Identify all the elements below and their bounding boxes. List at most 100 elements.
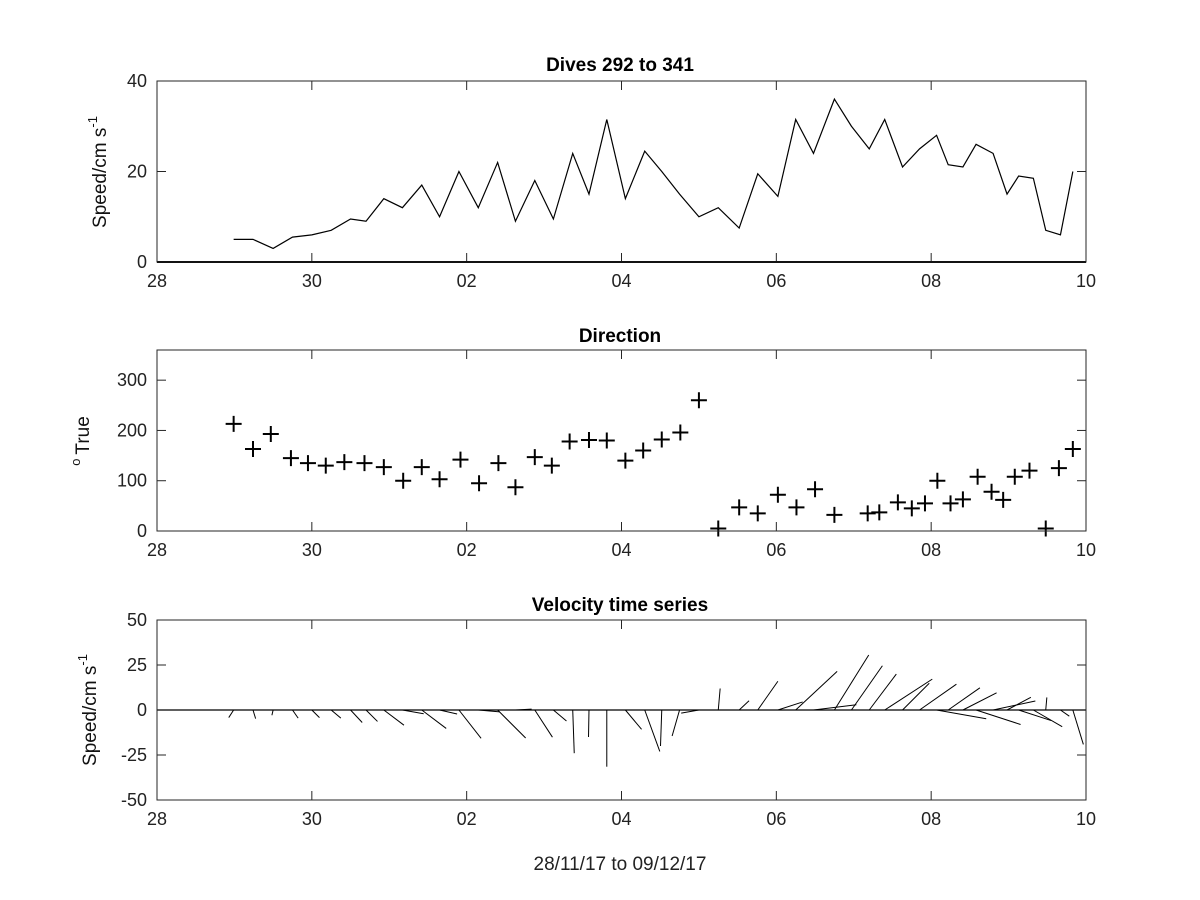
y-tick-label: 20 [127, 162, 147, 182]
velocity-stick [383, 709, 405, 726]
velocity-stick [421, 709, 447, 729]
direction-point [526, 449, 543, 466]
x-tick-label: 02 [457, 271, 477, 291]
velocity-stick [515, 708, 532, 711]
direction-point [929, 472, 946, 489]
velocity-stick [624, 709, 642, 730]
velocity-stick [330, 709, 342, 719]
velocity-stick [936, 709, 987, 720]
direction-point [710, 520, 727, 537]
direction-point [769, 486, 786, 503]
velocity-stick [1006, 696, 1032, 711]
x-tick-label: 02 [457, 540, 477, 560]
x-tick-label: 08 [921, 271, 941, 291]
figure-xlabel: 28/11/17 to 09/12/17 [534, 854, 707, 875]
velocity-stick [947, 687, 981, 711]
x-tick-label: 02 [457, 809, 477, 829]
speed-panel-yticks: 0 20 40 [127, 71, 1086, 272]
y-tick-label: -25 [121, 745, 147, 765]
x-tick-label: 30 [302, 809, 322, 829]
x-tick-label: 28 [147, 809, 167, 829]
direction-point [635, 442, 652, 459]
direction-point [889, 494, 906, 511]
velocity-stick [1060, 709, 1070, 717]
direction-point [395, 472, 412, 489]
velocity-stick [644, 709, 661, 752]
direction-panel-yticks: 0 100 200 300 [117, 370, 1086, 541]
x-tick-label: 30 [302, 540, 322, 560]
direction-point [452, 451, 469, 468]
y-tick-label: 40 [127, 71, 147, 91]
y-tick-label: 0 [137, 700, 147, 720]
x-tick-label: 04 [611, 809, 631, 829]
velocity-panel-xticks: 28 30 02 04 06 08 10 [147, 620, 1096, 829]
x-tick-label: 06 [766, 809, 786, 829]
direction-point [731, 499, 748, 516]
velocity-stick [795, 670, 838, 711]
velocity-stick [1018, 709, 1052, 722]
velocity-stick [660, 709, 663, 746]
velocity-stick [777, 701, 803, 711]
velocity-stick [497, 709, 526, 739]
velocity-panel-marks [157, 654, 1086, 767]
direction-point [1006, 468, 1023, 485]
direction-point [969, 468, 986, 485]
speed-panel: Dives 292 to 341 Speed/cm s-1 28 30 02 04 06… [85, 55, 1096, 291]
x-tick-label: 06 [766, 271, 786, 291]
speed-panel-xticks: 28 30 02 04 06 08 10 [147, 81, 1096, 291]
direction-point [471, 475, 488, 492]
direction-point [282, 450, 299, 467]
speed-panel-ylabel: Speed/cm s-1 [85, 116, 111, 228]
direction-point [1021, 462, 1038, 479]
velocity-stick [813, 704, 857, 711]
y-tick-label: 300 [117, 370, 147, 390]
velocity-stick [962, 692, 997, 711]
y-tick-label: 100 [117, 471, 147, 491]
direction-point [788, 499, 805, 516]
y-tick-label: 25 [127, 655, 147, 675]
direction-point [507, 479, 524, 496]
direction-point [1050, 460, 1067, 477]
velocity-panel-frame [156, 619, 1087, 801]
y-tick-label: 0 [137, 252, 147, 272]
velocity-stick [851, 665, 883, 711]
x-tick-label: 10 [1076, 540, 1096, 560]
direction-point [617, 452, 634, 469]
direction-panel-xticks: 28 30 02 04 06 08 10 [147, 350, 1096, 560]
x-tick-label: 30 [302, 271, 322, 291]
direction-point [598, 432, 615, 449]
direction-point [916, 495, 933, 512]
direction-point [431, 471, 448, 488]
direction-point [317, 457, 334, 474]
velocity-stick [919, 683, 957, 711]
velocity-stick [271, 709, 274, 716]
speed-panel-title: Dives 292 to 341 [546, 55, 694, 76]
direction-point [244, 441, 261, 458]
speed-panel-marks [157, 97, 1086, 263]
direction-point [859, 505, 876, 522]
velocity-stick [868, 673, 897, 711]
x-tick-label: 08 [921, 809, 941, 829]
velocity-stick [439, 709, 458, 715]
direction-point [561, 433, 578, 450]
velocity-stick [1045, 697, 1048, 711]
x-tick-label: 28 [147, 271, 167, 291]
velocity-panel-yticks: -50 -25 0 25 50 [121, 610, 1086, 810]
velocity-stick [757, 680, 779, 711]
velocity-stick [902, 682, 930, 711]
direction-point [653, 431, 670, 448]
x-tick-label: 10 [1076, 809, 1096, 829]
direction-point [262, 425, 279, 442]
direction-point [1037, 520, 1054, 537]
x-tick-label: 08 [921, 540, 941, 560]
direction-point [983, 483, 1000, 500]
velocity-panel: Velocity time series Speed/cm s-1 28 30 02… [75, 595, 1096, 829]
velocity-stick [534, 709, 553, 738]
velocity-stick [478, 709, 500, 713]
direction-point [1064, 441, 1081, 458]
x-tick-label: 04 [611, 540, 631, 560]
direction-point [413, 459, 430, 476]
direction-point [903, 500, 920, 517]
direction-panel: Direction oTrue 28 30 02 04 06 08 10 0 100 200 30… [68, 326, 1096, 560]
direction-point [826, 506, 843, 523]
